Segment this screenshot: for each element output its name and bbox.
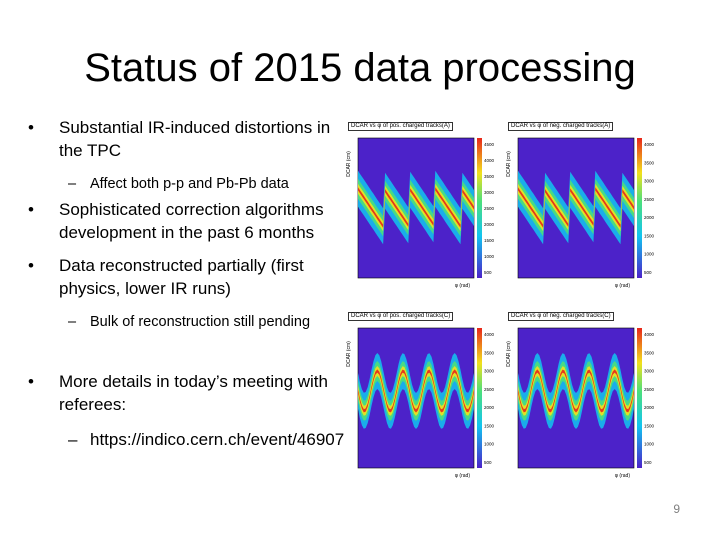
- bullet-text: • More details in today’s meeting with re…: [28, 370, 346, 416]
- colorbar-tick-label: 3000: [644, 369, 655, 374]
- sub-bullet-text[interactable]: – https://indico.cern.ch/event/469079/: [28, 428, 358, 451]
- colorbar-tick-label: 1500: [644, 423, 655, 428]
- colorbar-tick-label: 1000: [484, 442, 495, 447]
- colorbar-tick-label: 3000: [484, 190, 495, 195]
- colorbar-tick-label: 2000: [644, 215, 655, 220]
- bullet-marker: •: [28, 256, 34, 275]
- sub-bullet-text: – Bulk of reconstruction still pending: [28, 312, 346, 333]
- histogram-title: DCAR vs φ of pos. charged tracks(C): [348, 312, 454, 321]
- histogram-svg: 4000 3500 3000 2500 2000 1500 1000 500 φ (rad) DC…: [346, 327, 495, 479]
- histogram-svg: 4500 4000 3500 3000 2500 2000 1500 1000 500 φ (ra…: [346, 137, 495, 289]
- bullet-marker: •: [28, 200, 34, 219]
- sub-bullet-marker: –: [68, 430, 78, 449]
- histogram-title: DCAR vs φ of pos. charged tracks(A): [348, 122, 453, 131]
- bullet-label: Sophisticated correction algorithms deve…: [59, 200, 324, 242]
- colorbar-tick-label: 2000: [644, 405, 655, 410]
- sub-bullet-marker: –: [68, 314, 77, 330]
- y-axis-label: DCAR (cm): [346, 341, 352, 367]
- colorbar-tick-label: 1500: [484, 238, 495, 243]
- x-axis-label: φ (rad): [455, 473, 471, 479]
- bullet-text: • Substantial IR-induced distortions in t…: [28, 116, 346, 162]
- colorbar-tick-label: 2500: [484, 387, 495, 392]
- colorbar-tick-label: 4000: [484, 332, 495, 337]
- slide-title: Status of 2015 data processing: [84, 46, 636, 90]
- colorbar-tick-label: 2000: [484, 222, 495, 227]
- histogram-panel: 4000 3500 3000 2500 2000 1500 1000 500 φ (rad) DC…: [344, 308, 499, 488]
- colorbar-tick-label: 1000: [644, 252, 655, 257]
- colorbar: [477, 138, 482, 278]
- colorbar-tick-label: 500: [484, 460, 492, 465]
- colorbar-tick-label: 3500: [484, 350, 495, 355]
- bullet-label: Substantial IR-induced distortions in th…: [59, 118, 331, 160]
- colorbar-tick-label: 2500: [644, 387, 655, 392]
- colorbar-tick-label: 3500: [644, 160, 655, 165]
- colorbar: [637, 328, 642, 468]
- sub-bullet-label: Affect both p-p and Pb-Pb data: [90, 176, 289, 192]
- colorbar-tick-label: 1000: [484, 254, 495, 259]
- bullet-item: • More details in today’s meeting with re…: [28, 370, 358, 451]
- y-axis-label: DCAR (cm): [346, 151, 352, 177]
- bullet-label: Data reconstructed partially (first phys…: [59, 256, 304, 298]
- histogram-title: DCAR vs φ of neg. charged tracks(C): [508, 312, 614, 321]
- sub-bullet-marker: –: [68, 176, 77, 192]
- colorbar-tick-label: 4000: [484, 158, 495, 163]
- colorbar-tick-label: 2500: [484, 206, 495, 211]
- colorbar-tick-label: 4000: [644, 332, 655, 337]
- colorbar-tick-label: 1000: [644, 442, 655, 447]
- colorbar-tick-label: 3500: [644, 350, 655, 355]
- colorbar: [637, 138, 642, 278]
- density-band-hot: [358, 187, 474, 228]
- colorbar-tick-label: 1500: [644, 233, 655, 238]
- colorbar-tick-label: 4000: [644, 142, 655, 147]
- density-band-core: [518, 183, 634, 232]
- colorbar-tick-label: 2500: [644, 197, 655, 202]
- bullet-text: • Data reconstructed partially (first phy…: [28, 254, 346, 300]
- histogram-panel: 4000 3500 3000 2500 2000 1500 1000 500 φ (rad) DC…: [504, 118, 659, 298]
- x-axis-label: φ (rad): [455, 283, 471, 289]
- histogram-title: DCAR vs φ of neg. charged tracks(A): [508, 122, 614, 131]
- histogram-panel: 4500 4000 3500 3000 2500 2000 1500 1000 500 φ (ra…: [344, 118, 499, 298]
- colorbar: [477, 328, 482, 468]
- event-link[interactable]: https://indico.cern.ch/event/469079/: [90, 430, 359, 449]
- y-axis-label: DCAR (cm): [506, 341, 512, 367]
- page-number: 9: [673, 502, 680, 516]
- histogram-svg: 4000 3500 3000 2500 2000 1500 1000 500 φ (rad) DC…: [506, 137, 655, 289]
- y-axis-label: DCAR (cm): [506, 151, 512, 177]
- colorbar-tick-label: 1500: [484, 423, 495, 428]
- sub-bullet-text: – Affect both p-p and Pb-Pb data: [28, 174, 346, 195]
- colorbar-tick-label: 2000: [484, 405, 495, 410]
- density-band-core: [358, 183, 474, 232]
- histogram-svg: 4000 3500 3000 2500 2000 1500 1000 500 φ (rad) DC…: [506, 327, 655, 479]
- bullet-marker: •: [28, 118, 34, 137]
- colorbar-tick-label: 3000: [484, 369, 495, 374]
- bullet-item: • Data reconstructed partially (first phy…: [28, 254, 346, 333]
- colorbar-tick-label: 500: [644, 460, 652, 465]
- plot-grid: 4500 4000 3500 3000 2500 2000 1500 1000 500 φ (ra…: [344, 118, 659, 490]
- bullet-item: • Sophisticated correction algorithms dev…: [28, 198, 346, 244]
- colorbar-tick-label: 3500: [484, 174, 495, 179]
- colorbar-tick-label: 500: [644, 270, 652, 275]
- bullet-marker: •: [28, 372, 34, 391]
- bullet-item: • Substantial IR-induced distortions in t…: [28, 116, 346, 195]
- bullet-text: • Sophisticated correction algorithms dev…: [28, 198, 346, 244]
- x-axis-label: φ (rad): [615, 473, 631, 479]
- histogram-panel: 4000 3500 3000 2500 2000 1500 1000 500 φ (rad) DC…: [504, 308, 659, 488]
- colorbar-tick-label: 4500: [484, 142, 495, 147]
- bullet-label: More details in today’s meeting with ref…: [59, 372, 328, 414]
- density-band-hot: [518, 187, 634, 228]
- colorbar-tick-label: 3000: [644, 179, 655, 184]
- x-axis-label: φ (rad): [615, 283, 631, 289]
- colorbar-tick-label: 500: [484, 270, 492, 275]
- sub-bullet-label: Bulk of reconstruction still pending: [90, 314, 311, 330]
